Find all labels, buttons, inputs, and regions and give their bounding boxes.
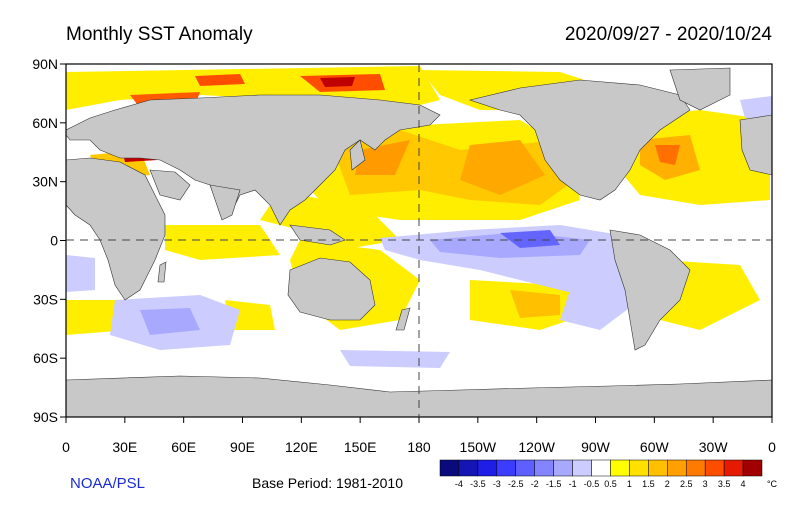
colorbar-label: 3.5	[718, 479, 731, 489]
lat-label: 90S	[33, 409, 58, 425]
colorbar-label: -0.5	[584, 479, 600, 489]
eurasia-land	[66, 94, 441, 226]
lon-label: 60E	[171, 439, 196, 455]
india-land	[209, 184, 241, 221]
lon-label: 120W	[518, 439, 555, 455]
lat-label: 90N	[32, 56, 58, 72]
lon-label: 60W	[640, 439, 670, 455]
antarctica-land	[66, 375, 772, 417]
greenland-land	[669, 67, 731, 111]
colorbar-label: -3	[493, 479, 501, 489]
colorbar-label: 0.5	[604, 479, 617, 489]
colorbar-label: -2	[531, 479, 539, 489]
colorbar-label: 2	[665, 479, 670, 489]
colorbar: -4 -3.5 -3 -2.5 -2 -1.5 -1 -0.5 0.5 1 1.5 2 2.5 3 3.5 4…	[439, 459, 778, 489]
lon-label: 180	[407, 439, 431, 455]
colorbar-swatch	[685, 459, 706, 477]
colorbar-swatch	[629, 459, 649, 477]
lon-label: 0	[768, 439, 776, 455]
colorbar-label: 1.5	[642, 479, 655, 489]
colorbar-swatch	[704, 459, 725, 477]
lat-label: 60N	[32, 115, 58, 131]
colorbar-label: -1	[569, 479, 577, 489]
colorbar-swatch	[648, 459, 668, 477]
map-title: Monthly SST Anomaly	[66, 24, 253, 45]
colorbar-label: 2.5	[680, 479, 693, 489]
lon-label: 90W	[581, 439, 611, 455]
japan-land	[349, 139, 366, 171]
colorbar-swatch	[742, 459, 763, 477]
colorbar-swatch	[591, 459, 611, 477]
credit-label: NOAA/PSL	[70, 475, 146, 492]
europe-land	[739, 114, 772, 176]
lat-label: 30S	[33, 291, 58, 307]
africa-land	[66, 157, 166, 301]
colorbar-swatch	[515, 459, 535, 477]
australia-land	[287, 257, 376, 321]
colorbar-unit: °C	[767, 479, 778, 489]
longitude-axis: 0 30E 60E 90E 120E 150E 180 150W 120W 90W 60W 30W 0	[62, 417, 776, 455]
colorbar-label: -2.5	[508, 479, 524, 489]
colorbar-label: 1	[627, 479, 632, 489]
colorbar-label: 3	[703, 479, 708, 489]
lon-label: 150W	[460, 439, 497, 455]
lat-label: 0	[50, 233, 58, 249]
colorbar-swatch	[439, 459, 460, 477]
latitude-axis: 90N 60N 30N 0 30S 60S 90S	[32, 56, 66, 425]
lon-label: 150E	[344, 439, 377, 455]
colorbar-swatch	[458, 459, 479, 477]
colorbar-swatch	[723, 459, 744, 477]
lon-label: 30E	[112, 439, 137, 455]
lon-label: 0	[62, 439, 70, 455]
lon-label: 30W	[699, 439, 729, 455]
lon-label: 90E	[230, 439, 255, 455]
hot-anomalies	[122, 74, 385, 162]
arabia-land	[149, 169, 191, 201]
colorbar-swatch	[553, 459, 573, 477]
north-america-land	[468, 79, 691, 201]
madagascar-land	[157, 261, 167, 283]
colorbar-swatch	[477, 459, 498, 477]
lat-label: 30N	[32, 174, 58, 190]
lon-label: 120E	[285, 439, 318, 455]
colorbar-swatch	[610, 459, 630, 477]
colorbar-swatch	[667, 459, 687, 477]
south-america-land	[609, 229, 691, 351]
colorbar-label: -1.5	[546, 479, 562, 489]
colorbar-label: -4	[455, 479, 463, 489]
land-masses	[66, 67, 772, 417]
se-asia-islands	[289, 224, 346, 246]
colorbar-label: 4	[741, 479, 746, 489]
colorbar-swatch	[572, 459, 592, 477]
new-zealand-land	[395, 307, 411, 331]
base-period-label: Base Period: 1981-2010	[252, 475, 403, 491]
colorbar-swatch	[534, 459, 554, 477]
cool-anomalies	[66, 96, 772, 368]
colorbar-label: -3.5	[470, 479, 486, 489]
colorbar-swatch	[496, 459, 517, 477]
date-range: 2020/09/27 - 2020/10/24	[564, 24, 772, 45]
lat-label: 60S	[33, 350, 58, 366]
